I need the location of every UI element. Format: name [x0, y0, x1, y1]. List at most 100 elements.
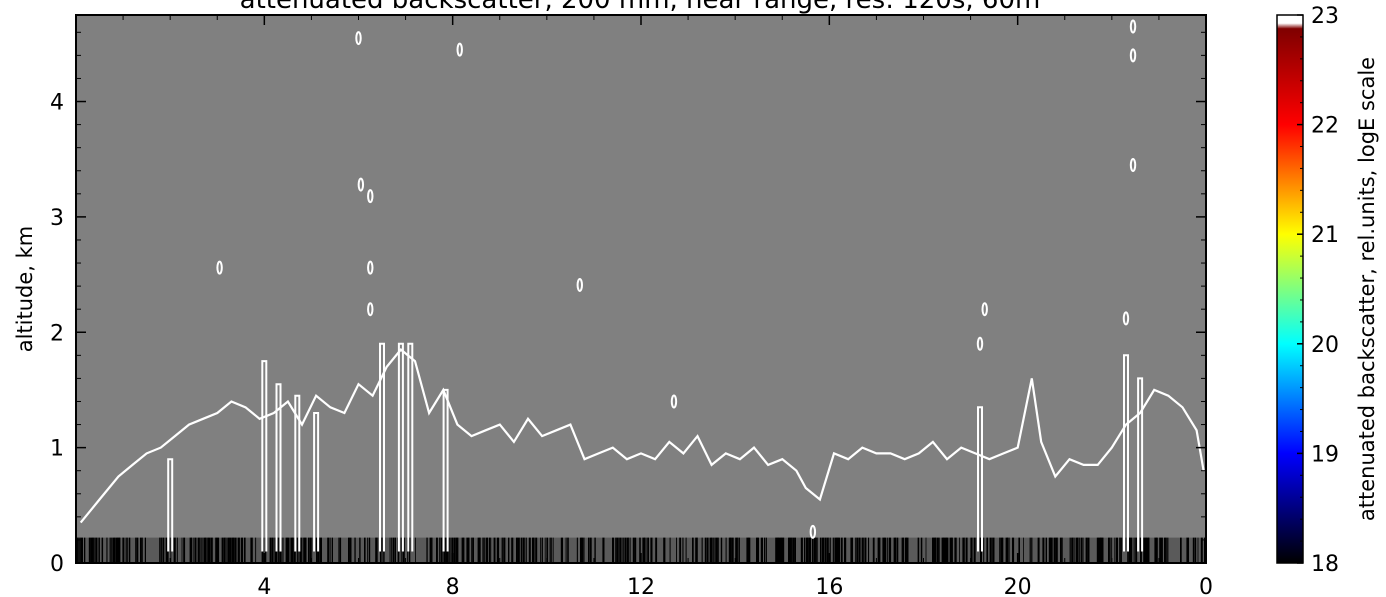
noise-stripe	[1007, 537, 1009, 563]
noise-stripe	[850, 537, 852, 563]
noise-stripe	[208, 537, 211, 563]
noise-stripe	[1072, 537, 1074, 563]
noise-stripe	[973, 537, 976, 563]
noise-stripe	[1186, 537, 1189, 563]
noise-stripe	[368, 537, 371, 563]
noise-stripe	[808, 537, 812, 563]
noise-stripe	[170, 537, 172, 563]
noise-stripe	[932, 537, 935, 563]
noise-stripe	[820, 537, 822, 563]
noise-stripe	[936, 537, 939, 563]
noise-stripe	[565, 537, 567, 563]
noise-stripe	[136, 537, 139, 563]
noise-stripe	[189, 537, 192, 563]
noise-stripe	[1143, 537, 1146, 563]
isolated-contour	[976, 336, 984, 351]
noise-stripe	[485, 537, 488, 563]
noise-stripe	[943, 537, 946, 563]
noise-stripe	[594, 537, 596, 563]
noise-stripe	[140, 537, 142, 563]
noise-stripe	[535, 537, 538, 563]
noise-stripe	[893, 537, 896, 563]
noise-stripe	[231, 537, 234, 563]
noise-stripe	[210, 537, 212, 563]
noise-stripe	[695, 537, 698, 563]
y-tick-label: 4	[50, 91, 64, 116]
noise-stripe	[896, 537, 899, 563]
noise-stripe	[552, 537, 554, 563]
noise-stripe	[581, 537, 583, 563]
noise-stripe	[949, 537, 952, 563]
noise-stripe	[1114, 537, 1116, 563]
noise-stripe	[920, 537, 923, 563]
x-tick-label: 0	[1199, 575, 1213, 597]
noise-stripe	[983, 537, 985, 563]
noise-stripe	[775, 537, 778, 563]
noise-stripe	[95, 537, 98, 563]
noise-stripe	[160, 537, 162, 563]
noise-stripe	[1140, 537, 1142, 563]
noise-stripe	[735, 537, 738, 563]
noise-stripe	[484, 537, 485, 563]
noise-stripe	[655, 537, 658, 563]
noise-stripe	[128, 537, 131, 563]
noise-stripe	[1069, 537, 1071, 563]
noise-stripe	[285, 537, 288, 563]
noise-stripe	[1012, 537, 1015, 563]
noise-stripe	[748, 537, 751, 563]
noise-stripe	[1109, 537, 1111, 563]
noise-stripe	[364, 537, 366, 563]
noise-stripe	[1130, 537, 1133, 563]
noise-stripe	[1085, 537, 1088, 563]
colorbar-ticks: 18 19 20 21 22 23	[1297, 4, 1339, 577]
noise-stripe	[1080, 537, 1083, 563]
noise-stripe	[679, 537, 682, 563]
noise-stripe	[199, 537, 201, 563]
noise-stripe	[319, 537, 322, 563]
noise-stripe	[824, 537, 827, 563]
noise-stripe	[1194, 537, 1197, 563]
noise-stripe	[816, 537, 818, 563]
noise-stripe	[191, 537, 193, 563]
noise-stripe	[250, 537, 253, 563]
noise-stripe	[663, 537, 666, 563]
noise-stripe	[685, 537, 687, 563]
vertical-contour	[1123, 354, 1129, 552]
noise-stripe	[941, 537, 944, 563]
noise-stripe	[92, 537, 94, 563]
noise-stripe	[88, 537, 91, 563]
noise-stripe	[165, 537, 168, 563]
noise-stripe	[1159, 537, 1162, 563]
noise-stripe	[80, 537, 83, 563]
noise-stripe	[1160, 537, 1163, 563]
noise-stripe	[292, 537, 294, 563]
noise-stripe	[415, 537, 416, 563]
noise-stripe	[496, 537, 500, 563]
noise-stripe	[468, 537, 470, 563]
noise-stripe	[1192, 537, 1195, 563]
noise-stripe	[836, 537, 839, 563]
vertical-contour	[313, 412, 320, 552]
noise-stripe	[212, 537, 213, 563]
noise-stripe	[868, 537, 870, 563]
colorbar-tick-label: 23	[1311, 4, 1339, 29]
noise-stripe	[125, 537, 127, 563]
noise-stripe	[520, 537, 522, 563]
noise-stripe	[277, 537, 279, 563]
noise-stripe	[338, 537, 340, 563]
noise-stripe	[964, 537, 965, 563]
noise-stripe	[1167, 537, 1169, 563]
noise-stripe	[1188, 537, 1189, 563]
noise-stripe	[970, 537, 973, 563]
noise-stripe	[300, 537, 302, 563]
noise-stripe	[954, 537, 957, 563]
noise-stripe	[720, 537, 723, 563]
noise-stripe	[821, 537, 824, 563]
noise-stripe	[340, 537, 342, 563]
noise-stripe	[714, 537, 716, 563]
noise-stripe	[760, 537, 763, 563]
noise-stripe	[864, 537, 867, 563]
isolated-contour	[367, 302, 374, 317]
vertical-contour	[397, 342, 404, 552]
noise-stripe	[807, 537, 809, 563]
